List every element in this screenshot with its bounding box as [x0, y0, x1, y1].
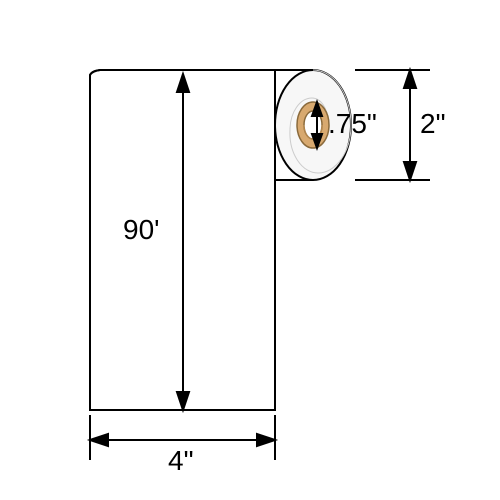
roll-diameter-label: 2"	[420, 108, 446, 140]
diagram-svg	[0, 0, 500, 500]
width-label: 4"	[168, 445, 194, 477]
length-label: 90'	[123, 214, 160, 246]
core-diameter-label: .75"	[328, 108, 377, 140]
paper-roll-diagram: 90' 4" 2" .75"	[0, 0, 500, 500]
